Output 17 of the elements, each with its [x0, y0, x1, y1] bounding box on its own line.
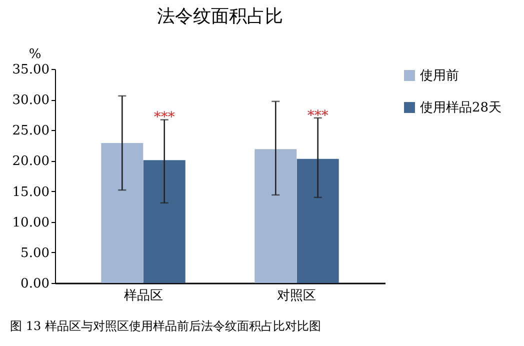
- y-tick-label: 20.00: [12, 154, 50, 170]
- annotation: ***: [154, 110, 175, 126]
- chart-title: 法令纹面积占比: [157, 6, 283, 27]
- y-tick-label: 15.00: [12, 184, 50, 200]
- legend-label: 使用样品28天: [420, 100, 502, 116]
- x-tick-label: 对照区: [277, 288, 316, 304]
- y-tick-label: 10.00: [12, 215, 50, 230]
- y-axis-title: %: [28, 47, 42, 62]
- y-tick-label: 5.00: [20, 246, 50, 261]
- x-tick-label: 样品区: [124, 288, 163, 304]
- legend-label: 使用前: [420, 68, 459, 84]
- y-tick-label: 35.00: [12, 62, 50, 78]
- y-tick-label: 30.00: [12, 93, 50, 108]
- y-tick-label: 25.00: [12, 124, 50, 139]
- y-tick-label: 0.00: [20, 276, 50, 292]
- annotation: ***: [307, 108, 328, 124]
- caption: 图 13 样品区与对照区使用样品前后法令纹面积占比对比图: [10, 319, 321, 333]
